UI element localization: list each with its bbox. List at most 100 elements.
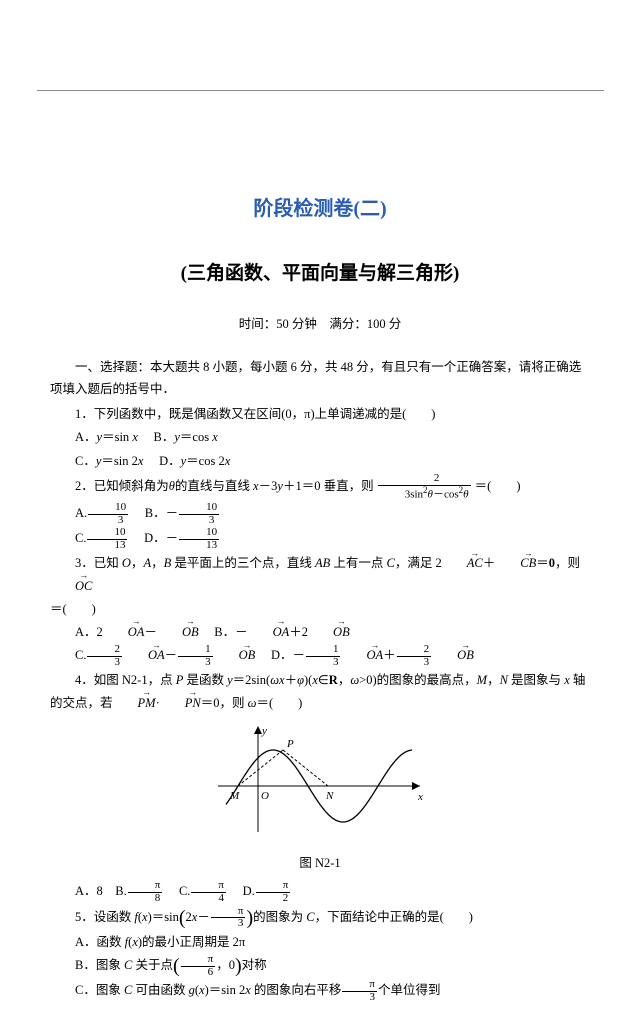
q5B-n: π [181,954,216,967]
q4-c1b: ， [487,673,500,687]
q4B-d: 8 [128,893,163,905]
q5B-rest: ，0 [216,958,235,972]
q5B-rp: ) [235,955,242,977]
svg-text:M: M [229,790,240,802]
q1-optB-pre: B． [141,430,174,444]
q4-phi: φ [297,673,304,687]
q2-a: 2．已知倾斜角为 [75,479,169,493]
q5-Cc: C [306,910,314,924]
q2-D-pre: D．－ [132,531,179,545]
q1-stem: 1．下列函数中，既是偶函数又在区间(0，π)上单调递减的是( ) [50,403,590,426]
q2-b: 的直线与直线 [175,479,253,493]
q3C-v2: OB [214,644,256,667]
page-top-rule [37,90,604,91]
q3-vAC: AC [442,552,483,575]
q2-B-pre: B．－ [132,506,178,520]
q5C-n: π [342,979,377,992]
q4-h: >0)的图象的最高点， [359,673,476,687]
q4-figure-caption: 图 N2-1 [50,852,590,875]
q3-c: 上有一点 [330,556,386,570]
q5B-d: 6 [181,967,216,979]
q4-g: ， [338,673,351,687]
q3D-v2: OB [432,644,474,667]
q4-l: ＝( ) [256,696,302,710]
q1-optA-pre: A． [75,430,97,444]
q2-A-d: 3 [88,515,128,527]
q5-arg-d: 3 [211,918,246,930]
q1-optD-post: ＝cos 2 [186,454,225,468]
q5-c: )＝sin [148,910,179,924]
q2-den-th2: θ [463,488,468,500]
q5-arg-n: π [211,906,246,919]
q3C-f1: 23 [86,644,123,668]
q3-c2: ， [151,556,164,570]
q3D-f2: 23 [396,644,433,668]
q3D-v1: OA [341,644,383,667]
q5-lparen: ( [179,907,186,929]
q4-c: ＝2sin( [233,673,271,687]
q5-optB: B．图象 C 关于点(π6，0)对称 [50,954,590,978]
q5B-end: 对称 [242,958,267,972]
q1-optA-x: x [132,430,138,444]
q2-A-n: 10 [88,502,128,515]
q4D-frac: π2 [255,880,292,904]
q5-a: 5．设函数 [75,910,134,924]
q5B-C: C [124,958,132,972]
q2-frac-den: 3sin2θ－cos2θ [378,486,471,501]
q3-C: C [387,556,395,570]
q1-optD-pre: D． [147,454,181,468]
q2-stem: 2．已知倾斜角为θ的直线与直线 x－3y＋1＝0 垂直，则 2 3sin2θ－c… [50,473,590,501]
q3-plus: ＋ [483,556,496,570]
q5C-end: 个单位得到 [378,983,441,997]
q2-C-d: 13 [87,540,127,552]
q3-vOC: OC [50,575,92,598]
q3C-v1: OA [123,644,165,667]
q3D-f1: 13 [305,644,342,668]
q4-om2: ω [350,673,359,687]
q2-B-d: 3 [179,515,219,527]
q5C-mid4: 的图象向右平移 [251,983,342,997]
q2-opts-line1: A.103 B．－103 [50,502,590,526]
q3-stem: 3．已知 O，A，B 是平面上的三个点，直线 AB 上有一点 C，满足 2AC＋… [50,552,590,597]
q1-optC-post: ＝sin 2 [101,454,137,468]
q4-d: ＋ [285,673,298,687]
q5B-pre: B．图象 [75,958,124,972]
svg-text:O: O [261,790,269,802]
q5-rparen: ) [246,907,253,929]
q2-B-n: 10 [179,502,219,515]
q2-d: ＋1＝0 垂直，则 [283,479,374,493]
q3-c1: ， [131,556,144,570]
q4D-d: 2 [256,893,291,905]
q4-figure: yxMONP [50,720,590,847]
q4D-pre: D. [230,884,255,898]
time-score-line: 时间：50 分钟 满分：100 分 [50,313,590,336]
q3C-f1d: 3 [87,657,122,669]
q5-arg-b: － [197,910,210,924]
q2-D-n: 10 [179,527,219,540]
q3A-pre: A．2 [75,625,103,639]
q2-D-frac: 1013 [178,527,220,551]
q2-c: －3 [259,479,278,493]
q3-opts-line2: C.23OA－13OB D．－13OA＋23OB [50,644,590,668]
q4-R: R [329,673,338,687]
q2-B-frac: 103 [178,502,220,526]
q5B-lp: ( [173,955,180,977]
q2-den-c: －cos [433,488,459,500]
q1-optB-post: ＝cos [180,430,212,444]
sub-title: (三角函数、平面向量与解三角形) [50,257,590,291]
q3C-f2: 13 [177,644,214,668]
q4-f: ∈ [318,673,329,687]
svg-text:y: y [261,725,267,737]
q3D-f2d: 3 [397,657,432,669]
q5-optA: A．函数 f(x)的最小正周期是 2π [50,931,590,954]
q2-A-frac: 103 [87,502,129,526]
q1-optC-pre: C． [75,454,96,468]
q4C-frac: π4 [190,880,227,904]
q1-options-line1: A．y＝sin x B．y＝cos x [50,426,590,449]
q1-optA-post: ＝sin [102,430,132,444]
q2-A-pre: A. [75,506,87,520]
q2-D-d: 13 [179,540,219,552]
q4-opts: A．8 B.π8 C.π4 D.π2 [50,880,590,904]
q3-AB: AB [315,556,330,570]
q3-vCB: CB [495,552,536,575]
